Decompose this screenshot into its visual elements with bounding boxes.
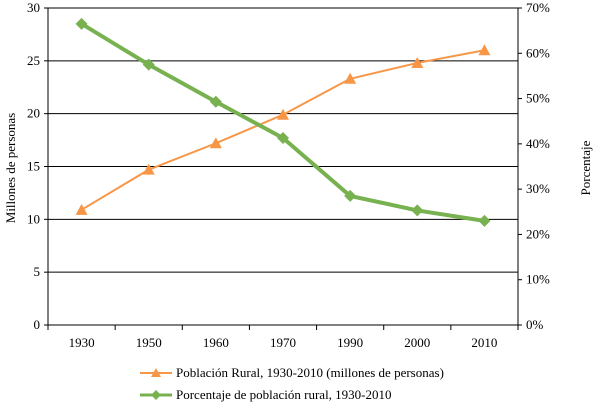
series-line-2 — [80, 22, 485, 223]
data-point-triangle — [209, 137, 222, 149]
legend-label-rural-population: Población Rural, 1930-2010 (millones de … — [176, 365, 444, 380]
data-point-triangle — [478, 44, 491, 56]
right-axis-ticks: 0% 10% 20% 30% 40% 50% 60% 70% — [518, 0, 550, 332]
x-tick-label: 1970 — [270, 335, 296, 350]
x-tick-label: 1990 — [337, 335, 363, 350]
legend-triangle-swatch — [140, 368, 172, 377]
y-tick-label-right: 20% — [526, 226, 550, 241]
x-tick-label: 1950 — [136, 335, 162, 350]
data-point-triangle — [411, 56, 424, 68]
y-tick-label-left: 10 — [27, 211, 40, 226]
y-tick-label-right: 70% — [526, 0, 550, 15]
legend-item-rural-population: Población Rural, 1930-2010 (millones de … — [140, 362, 444, 384]
y-tick-label-left: 30 — [27, 0, 40, 15]
data-point-diamond — [478, 214, 491, 227]
data-point-diamond — [75, 17, 88, 30]
y-axis-title-left: Millones de personas — [3, 113, 18, 223]
y-tick-label-right: 0% — [526, 317, 544, 332]
y-tick-label-right: 40% — [526, 136, 550, 151]
data-point-diamond — [411, 204, 424, 217]
x-tick-label: 1960 — [203, 335, 229, 350]
legend-item-rural-percentage: Porcentaje de población rural, 1930-2010 — [140, 384, 444, 406]
data-point-diamond — [344, 189, 357, 202]
y-tick-label-left: 0 — [34, 317, 41, 332]
data-point-diamond — [142, 58, 155, 71]
series-line-1 — [81, 49, 485, 211]
y-tick-label-left: 20 — [27, 106, 40, 121]
legend-label-rural-percentage: Porcentaje de población rural, 1930-2010 — [176, 387, 392, 402]
gridlines — [48, 7, 518, 273]
data-point-triangle — [142, 163, 155, 175]
legend-diamond-swatch — [140, 390, 172, 400]
data-point-triangle — [277, 108, 289, 120]
data-point-triangle — [75, 203, 88, 215]
y-axis-title-right: Porcentaje — [578, 140, 593, 195]
x-tick-label: 1930 — [69, 335, 95, 350]
y-tick-label-right: 10% — [526, 272, 550, 287]
y-tick-label-left: 15 — [27, 159, 40, 174]
data-point-diamond — [277, 131, 289, 144]
y-tick-label-right: 30% — [526, 181, 550, 196]
y-tick-label-right: 50% — [526, 91, 550, 106]
x-axis-ticks: 1930 1950 1960 1970 1990 2000 2010 — [47, 325, 519, 350]
data-point-triangle — [344, 72, 357, 84]
series — [75, 17, 491, 227]
y-tick-label-left: 25 — [27, 53, 40, 68]
y-tick-label-right: 60% — [526, 45, 550, 60]
legend: Población Rural, 1930-2010 (millones de … — [140, 362, 444, 406]
data-point-diamond — [209, 95, 222, 108]
left-axis-ticks: 0 5 10 15 20 25 30 — [27, 0, 48, 332]
x-tick-label: 2000 — [404, 335, 430, 350]
x-tick-label: 2010 — [471, 335, 497, 350]
y-tick-label-left: 5 — [34, 264, 41, 279]
